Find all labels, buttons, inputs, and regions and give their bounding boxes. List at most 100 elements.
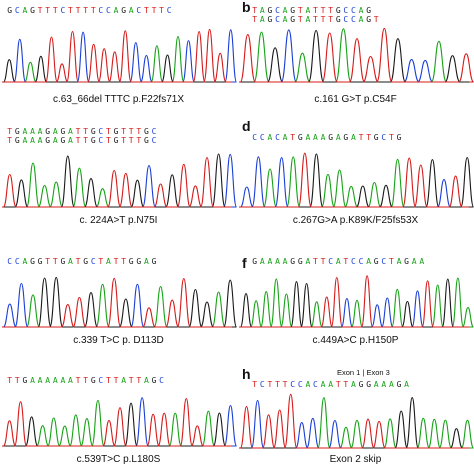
- trace-a: [239, 277, 474, 328]
- base-letter: A: [30, 126, 36, 136]
- base-letter: T: [52, 6, 58, 15]
- base-letter: T: [388, 257, 394, 266]
- base-letter: T: [75, 135, 81, 145]
- base-letter: G: [60, 135, 66, 145]
- base-letter: A: [60, 375, 66, 385]
- base-letter: T: [106, 135, 112, 145]
- base-letter: T: [83, 135, 89, 145]
- base-letter: A: [320, 379, 326, 389]
- base-letter: T: [373, 15, 379, 24]
- base-letter: A: [113, 6, 119, 15]
- base-letter: G: [143, 126, 149, 136]
- base-letter: T: [267, 379, 273, 389]
- base-letter: A: [411, 257, 417, 266]
- base-letter: A: [305, 257, 311, 266]
- base-letter: G: [113, 126, 119, 136]
- trace-g: [239, 153, 474, 208]
- base-letter: G: [37, 257, 43, 266]
- base-letter: G: [252, 257, 258, 266]
- base-letter: G: [366, 15, 372, 24]
- base-letter: T: [113, 257, 119, 266]
- base-letter: G: [297, 257, 303, 266]
- base-letter: C: [159, 375, 165, 385]
- trace-a: [2, 162, 232, 208]
- base-letter: T: [297, 15, 303, 24]
- base-letter: T: [45, 6, 51, 15]
- base-letter: G: [45, 126, 51, 136]
- trace-t: [239, 27, 474, 83]
- base-letter: C: [313, 379, 319, 389]
- base-letter: T: [136, 126, 142, 136]
- base-letter: C: [60, 6, 66, 15]
- mutation-caption: c.539T>C p.L180S: [76, 453, 161, 465]
- chromatogram-trace: [2, 396, 237, 447]
- base-letter: T: [121, 257, 127, 266]
- base-letter: A: [259, 257, 265, 266]
- base-letter: A: [335, 132, 341, 142]
- chromatogram-trace: [239, 27, 474, 83]
- base-letter: C: [14, 6, 20, 15]
- base-letter: T: [143, 6, 149, 15]
- base-letter: C: [98, 375, 104, 385]
- trace-g: [239, 29, 469, 83]
- base-letter: T: [83, 6, 89, 15]
- base-letter: G: [90, 126, 96, 136]
- base-letter: C: [275, 132, 281, 142]
- base-letter: G: [121, 6, 127, 15]
- base-letter: A: [351, 379, 357, 389]
- base-letter: G: [30, 6, 36, 15]
- exon-3-label: Exon 3: [366, 367, 390, 377]
- base-letter: T: [275, 379, 281, 389]
- exon-boundary-labels: Exon 1 | Exon 3: [337, 368, 390, 377]
- base-letter: T: [98, 257, 104, 266]
- base-letter: G: [404, 257, 410, 266]
- base-letter: A: [373, 379, 379, 389]
- base-letter: G: [328, 132, 334, 142]
- base-letter: A: [282, 15, 288, 24]
- base-letter: T: [328, 15, 334, 24]
- base-letter: C: [275, 15, 281, 24]
- base-letter: C: [351, 15, 357, 24]
- base-letter: G: [290, 257, 296, 266]
- chromatogram-trace: [2, 152, 237, 208]
- base-letter: T: [90, 6, 96, 15]
- base-letter: G: [267, 6, 273, 15]
- base-letter: C: [136, 6, 142, 15]
- base-letter: A: [282, 257, 288, 266]
- base-letter: T: [128, 126, 134, 136]
- base-letter: A: [52, 135, 58, 145]
- mutation-caption: Exon 2 skip: [329, 453, 382, 465]
- base-letter: G: [14, 135, 20, 145]
- base-letter: C: [98, 126, 104, 136]
- base-letter: G: [358, 379, 364, 389]
- base-letter: A: [335, 257, 341, 266]
- trace-c: [2, 396, 237, 447]
- chromatogram-trace: [239, 152, 474, 208]
- base-letter: A: [388, 379, 394, 389]
- base-letter: T: [313, 15, 319, 24]
- base-letter: T: [252, 379, 258, 389]
- base-letter: C: [275, 6, 281, 15]
- base-letter: A: [52, 375, 58, 385]
- base-letter: A: [351, 132, 357, 142]
- base-letter: C: [98, 6, 104, 15]
- base-letter: T: [83, 126, 89, 136]
- base-letter: T: [128, 375, 134, 385]
- base-letter: C: [351, 6, 357, 15]
- base-letter: A: [267, 257, 273, 266]
- base-letter: G: [151, 257, 157, 266]
- trace-a: [239, 155, 469, 208]
- base-letter: G: [335, 6, 341, 15]
- base-letter: G: [22, 375, 28, 385]
- base-letter: A: [358, 15, 364, 24]
- base-letter: C: [7, 257, 13, 266]
- base-letter: C: [343, 6, 349, 15]
- base-letter: A: [313, 132, 319, 142]
- base-letter: C: [358, 257, 364, 266]
- trace-g: [2, 402, 232, 447]
